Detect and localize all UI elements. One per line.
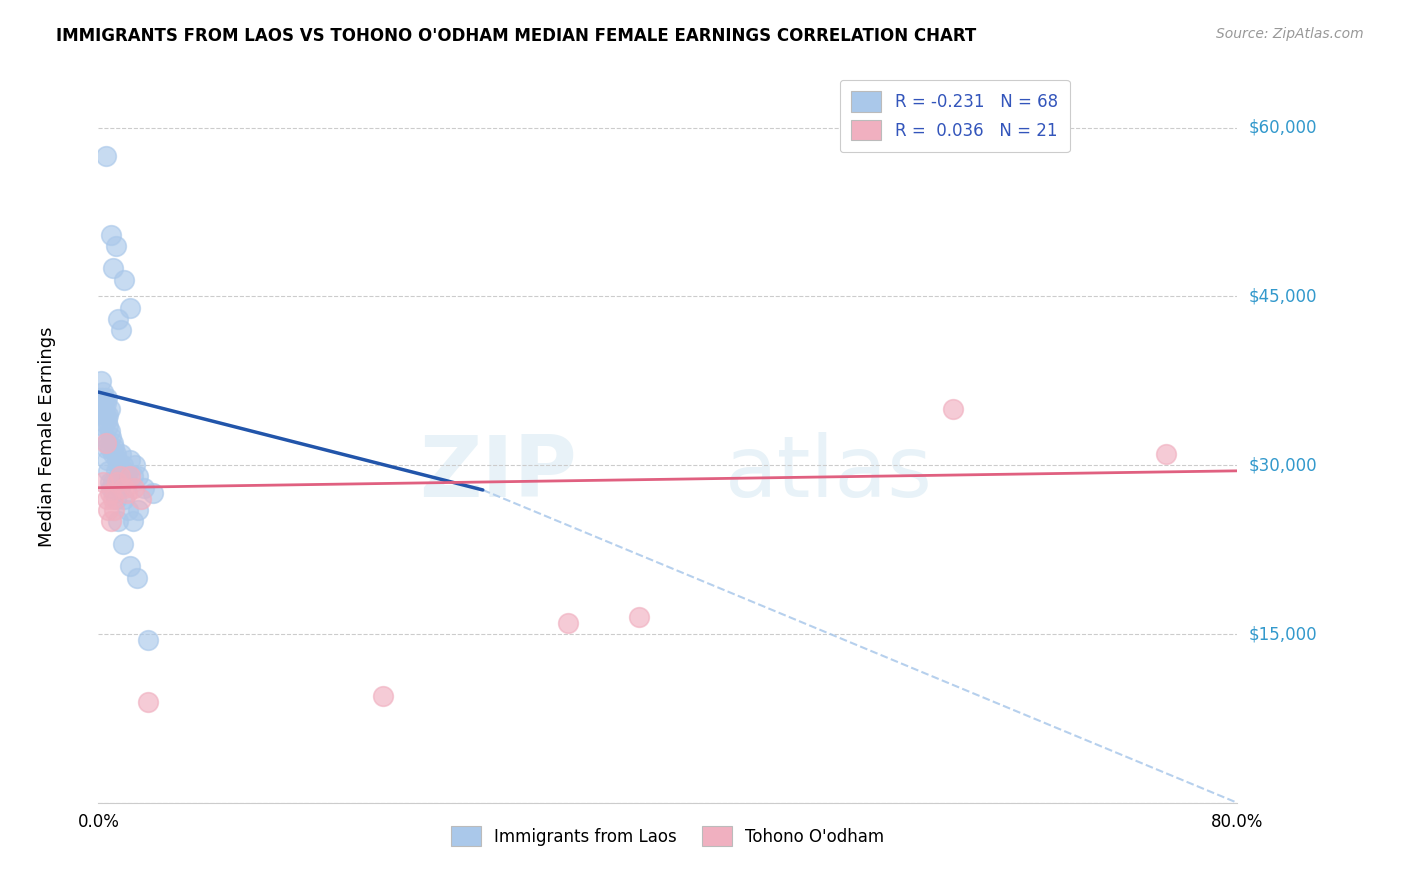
- Point: [121, 469, 143, 483]
- Point: [125, 571, 148, 585]
- Text: $45,000: $45,000: [1249, 287, 1317, 305]
- Point: [101, 447, 124, 461]
- Text: $60,000: $60,000: [1249, 119, 1317, 136]
- Point: [107, 458, 129, 473]
- Point: [101, 435, 124, 450]
- Point: [105, 475, 128, 489]
- Point: [118, 452, 141, 467]
- Point: [98, 486, 121, 500]
- Point: [96, 391, 118, 405]
- Point: [94, 396, 117, 410]
- Point: [98, 442, 121, 456]
- Point: [110, 323, 132, 337]
- Point: [98, 425, 121, 439]
- Point: [107, 312, 129, 326]
- Point: [557, 615, 579, 630]
- Point: [628, 610, 651, 624]
- Text: ZIP: ZIP: [419, 432, 576, 516]
- Point: [111, 537, 134, 551]
- Point: [108, 481, 131, 495]
- Point: [101, 261, 124, 276]
- Point: [90, 374, 112, 388]
- Point: [112, 464, 135, 478]
- Point: [100, 515, 122, 529]
- Point: [90, 391, 112, 405]
- Point: [101, 475, 124, 489]
- Point: [97, 418, 120, 433]
- Point: [121, 515, 143, 529]
- Point: [118, 301, 141, 315]
- Point: [91, 418, 114, 433]
- Point: [107, 515, 129, 529]
- Point: [94, 442, 117, 456]
- Point: [100, 481, 122, 495]
- Point: [94, 149, 117, 163]
- Point: [105, 452, 128, 467]
- Point: [136, 632, 159, 647]
- Point: [112, 272, 135, 286]
- Point: [98, 401, 121, 416]
- Text: Median Female Earnings: Median Female Earnings: [38, 326, 56, 548]
- Point: [104, 447, 127, 461]
- Point: [93, 430, 115, 444]
- Point: [112, 481, 135, 495]
- Point: [124, 458, 146, 473]
- Point: [94, 435, 117, 450]
- Text: IMMIGRANTS FROM LAOS VS TOHONO O'ODHAM MEDIAN FEMALE EARNINGS CORRELATION CHART: IMMIGRANTS FROM LAOS VS TOHONO O'ODHAM M…: [56, 27, 977, 45]
- Point: [98, 475, 121, 489]
- Point: [942, 401, 965, 416]
- Text: $30,000: $30,000: [1249, 456, 1317, 475]
- Point: [93, 408, 115, 422]
- Point: [96, 491, 118, 506]
- Point: [91, 385, 114, 400]
- Point: [101, 491, 124, 506]
- Point: [100, 227, 122, 242]
- Point: [103, 486, 125, 500]
- Point: [96, 435, 118, 450]
- Point: [90, 396, 112, 410]
- Point: [104, 239, 127, 253]
- Text: atlas: atlas: [725, 432, 932, 516]
- Point: [129, 491, 152, 506]
- Text: $15,000: $15,000: [1249, 625, 1317, 643]
- Point: [93, 401, 115, 416]
- Point: [136, 694, 159, 708]
- Point: [110, 447, 132, 461]
- Point: [373, 689, 395, 703]
- Text: Source: ZipAtlas.com: Source: ZipAtlas.com: [1216, 27, 1364, 41]
- Point: [118, 559, 141, 574]
- Point: [141, 486, 163, 500]
- Point: [97, 503, 120, 517]
- Point: [132, 481, 155, 495]
- Point: [112, 491, 135, 506]
- Point: [108, 469, 131, 483]
- Point: [91, 396, 114, 410]
- Point: [97, 464, 120, 478]
- Point: [127, 503, 149, 517]
- Point: [93, 391, 115, 405]
- Point: [115, 486, 138, 500]
- Point: [94, 408, 117, 422]
- Legend: Immigrants from Laos, Tohono O'odham: Immigrants from Laos, Tohono O'odham: [444, 820, 891, 853]
- Point: [91, 475, 114, 489]
- Point: [114, 469, 136, 483]
- Point: [117, 503, 139, 517]
- Point: [91, 401, 114, 416]
- Point: [100, 430, 122, 444]
- Point: [118, 469, 141, 483]
- Point: [89, 391, 111, 405]
- Point: [103, 442, 125, 456]
- Point: [115, 469, 138, 483]
- Point: [104, 491, 127, 506]
- Point: [127, 469, 149, 483]
- Point: [122, 481, 145, 495]
- Point: [96, 413, 118, 427]
- Point: [104, 464, 127, 478]
- Point: [111, 458, 134, 473]
- Point: [1154, 447, 1177, 461]
- Point: [108, 460, 131, 475]
- Point: [96, 452, 118, 467]
- Point: [97, 408, 120, 422]
- Point: [103, 503, 125, 517]
